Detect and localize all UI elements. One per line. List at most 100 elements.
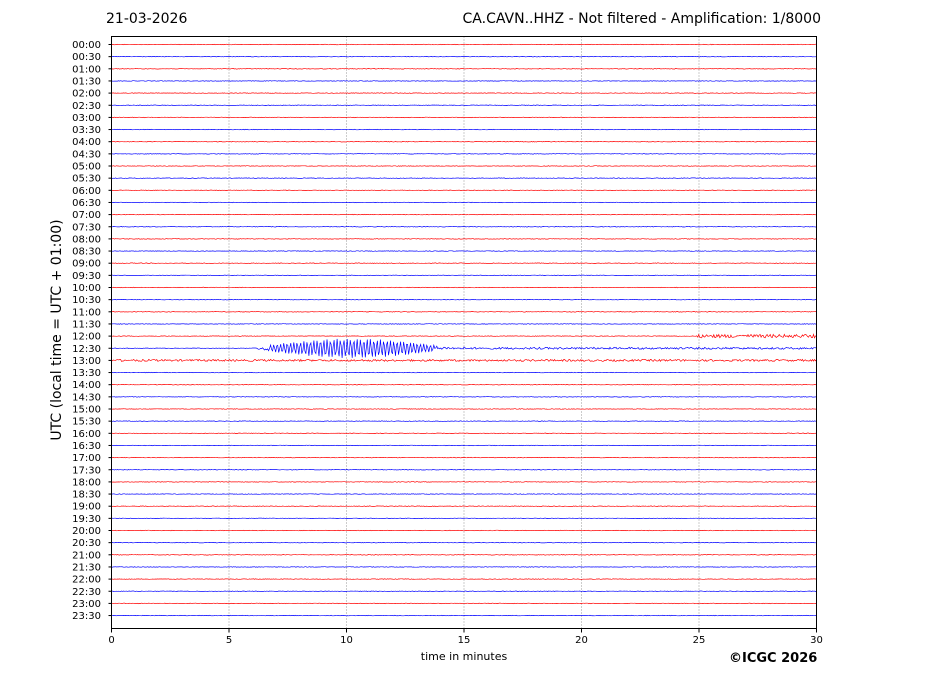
y-tick-label: 22:00 [72, 575, 101, 586]
y-tick-label: 11:30 [72, 319, 101, 330]
y-tick-label: 20:00 [72, 526, 101, 537]
trace-line [111, 333, 817, 339]
trace-line [111, 578, 817, 580]
y-tick-label: 10:30 [72, 295, 101, 306]
trace-line [111, 141, 817, 143]
y-tick-label: 06:00 [72, 186, 101, 197]
trace-line [111, 358, 817, 363]
y-tick-label: 18:00 [72, 477, 101, 488]
y-tick-label: 09:30 [72, 271, 101, 282]
y-tick-label: 15:00 [72, 405, 101, 416]
trace-line [111, 104, 817, 106]
y-tick-label: 15:30 [72, 417, 101, 428]
y-tick-label: 05:00 [72, 162, 101, 173]
y-tick-label: 07:30 [72, 222, 101, 233]
trace-line [111, 250, 817, 252]
y-tick-label: 23:00 [72, 599, 101, 610]
trace-line [111, 189, 817, 191]
trace-line [111, 311, 817, 313]
y-tick-label: 01:00 [72, 64, 101, 75]
y-tick-label: 03:00 [72, 113, 101, 124]
trace-line [111, 116, 817, 119]
trace-line [111, 177, 817, 179]
trace-line [111, 299, 817, 301]
trace-line [111, 517, 817, 519]
trace-line [111, 396, 817, 398]
x-tick-label: 5 [226, 635, 232, 646]
trace-line [111, 566, 817, 568]
y-tick-label: 17:00 [72, 453, 101, 464]
y-tick-label: 18:30 [72, 490, 101, 501]
trace-line [111, 153, 817, 155]
y-tick-label: 21:00 [72, 550, 101, 561]
trace-line [111, 493, 817, 495]
y-tick-label: 13:30 [72, 368, 101, 379]
traces [111, 43, 817, 617]
y-tick-label: 06:30 [72, 198, 101, 209]
trace-line [111, 323, 817, 325]
trace-line [111, 456, 817, 459]
trace-line [111, 128, 817, 131]
trace-line [111, 226, 817, 228]
trace-line [111, 614, 817, 617]
y-tick-label: 16:30 [72, 441, 101, 452]
trace-line [111, 432, 817, 434]
trace-line [111, 274, 817, 276]
x-tick-label: 20 [575, 635, 588, 646]
y-tick-label: 00:00 [72, 40, 101, 51]
trace-line [111, 68, 817, 70]
x-tick-label: 0 [108, 635, 114, 646]
y-tick-label: 21:30 [72, 562, 101, 573]
y-tick-label: 14:00 [72, 380, 101, 391]
x-tick-label: 30 [810, 635, 823, 646]
y-tick-label: 19:00 [72, 502, 101, 513]
trace-line [111, 444, 817, 447]
y-tick-label: 12:00 [72, 332, 101, 343]
trace-line [111, 92, 817, 94]
trace-line [111, 286, 817, 289]
trace-line [111, 80, 817, 82]
trace-line [111, 238, 817, 240]
trace-line [111, 408, 817, 410]
y-tick-label: 20:30 [72, 538, 101, 549]
y-tick-label: 22:30 [72, 587, 101, 598]
trace-line [111, 43, 817, 46]
trace-line [111, 554, 817, 556]
y-axis-label: UTC (local time = UTC + 01:00) [49, 219, 65, 441]
y-tick-label: 01:30 [72, 76, 101, 87]
y-tick-label: 02:30 [72, 101, 101, 112]
trace-line [111, 420, 817, 422]
y-tick-label: 00:30 [72, 52, 101, 63]
y-tick-label: 04:30 [72, 149, 101, 160]
x-axis: 0 5 10 15 20 25 30 [108, 628, 823, 646]
y-tick-label: 12:30 [72, 344, 101, 355]
trace-line [111, 371, 817, 374]
x-tick-label: 15 [458, 635, 471, 646]
y-tick-label: 14:30 [72, 392, 101, 403]
y-tick-label: 11:00 [72, 307, 101, 318]
x-tick-label: 10 [340, 635, 353, 646]
copyright-label: ©ICGC 2026 [729, 651, 818, 666]
plot-frame [111, 36, 817, 629]
date-label: 21-03-2026 [106, 11, 188, 27]
trace-line [111, 602, 817, 605]
trace-line [111, 542, 817, 544]
trace-line [111, 590, 817, 592]
y-tick-label: 09:00 [72, 259, 101, 270]
y-tick-label: 02:00 [72, 89, 101, 100]
trace-line [111, 338, 817, 359]
y-tick-label: 08:00 [72, 234, 101, 245]
y-tick-label: 19:30 [72, 514, 101, 525]
x-axis-label: time in minutes [420, 650, 508, 663]
y-tick-label: 03:30 [72, 125, 101, 136]
chart-title: CA.CAVN..HHZ - Not filtered - Amplificat… [462, 11, 821, 27]
y-tick-label: 10:00 [72, 283, 101, 294]
trace-line [111, 505, 817, 507]
trace-line [111, 213, 817, 216]
trace-line [111, 469, 817, 471]
trace-line [111, 529, 817, 532]
y-tick-label: 17:30 [72, 465, 101, 476]
y-tick-label: 05:30 [72, 174, 101, 185]
trace-line [111, 56, 817, 58]
